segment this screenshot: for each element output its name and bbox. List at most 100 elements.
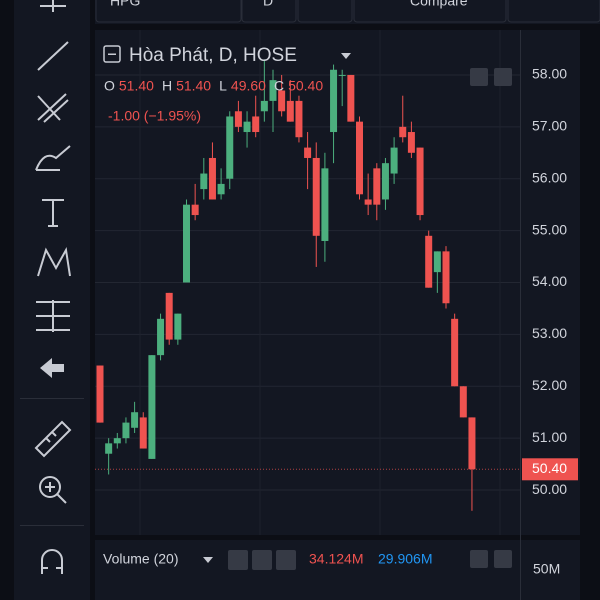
candle-body	[312, 157, 320, 236]
candle-body	[468, 417, 476, 470]
interval-button[interactable]	[241, 0, 297, 23]
candle-body	[226, 116, 234, 179]
more-button[interactable]	[507, 0, 600, 23]
candle-body	[260, 100, 268, 112]
candle-body	[304, 147, 312, 158]
drawing-tools[interactable]	[20, 0, 84, 574]
y-tick-label: 52.00	[532, 377, 567, 393]
candle-body	[330, 69, 338, 133]
candle-body	[217, 183, 225, 195]
candle-body	[131, 412, 139, 428]
zoom-icon-plus	[45, 482, 67, 504]
candle-body	[407, 132, 415, 153]
candle-body	[286, 100, 294, 122]
candle-body	[433, 251, 441, 273]
candle-body	[208, 157, 216, 200]
text-icon[interactable]	[42, 199, 64, 227]
candle-body	[165, 292, 173, 340]
candle-body	[139, 417, 147, 449]
candle-body	[200, 173, 208, 190]
collapse-button[interactable]	[103, 45, 121, 63]
candle-body	[399, 126, 407, 138]
candle-body	[122, 422, 130, 439]
scroll-button[interactable]	[494, 550, 512, 568]
candle-body	[373, 168, 381, 205]
candle-body	[442, 251, 450, 304]
interval: D	[263, 0, 273, 9]
candle-body	[191, 204, 199, 216]
prediction-icon[interactable]	[36, 300, 70, 332]
candle-body	[183, 204, 190, 283]
ohlc-label: C	[274, 78, 284, 94]
volume-average: 29.906M	[378, 551, 432, 567]
separator	[20, 398, 84, 399]
candle-body	[459, 386, 467, 418]
y-tick-label: 56.00	[532, 169, 567, 185]
separator	[20, 525, 84, 526]
ruler-icon[interactable]	[34, 420, 72, 458]
candle-body	[148, 355, 156, 459]
candle-body	[243, 121, 251, 133]
dropdown-icon[interactable]	[341, 53, 351, 59]
candle-body	[381, 163, 389, 200]
y-tick-label: 57.00	[532, 118, 567, 134]
close-button[interactable]	[276, 550, 296, 570]
fib-icon[interactable]	[37, 93, 69, 123]
candle-body	[425, 235, 433, 288]
candle-body	[356, 121, 363, 195]
candle-body	[416, 147, 424, 216]
volume-tick-label: 50M	[533, 561, 560, 577]
symbol-button[interactable]	[95, 0, 242, 23]
candle-body	[338, 74, 346, 76]
ohlc-legend: O 51.40 H 51.40 L 49.60 C 50.40	[104, 78, 323, 94]
ohlc-value: 51.40	[119, 78, 154, 94]
collapse-icon	[108, 53, 116, 55]
volume-pane	[95, 540, 580, 600]
candle-body	[295, 100, 303, 138]
back-icon[interactable]	[40, 358, 64, 378]
candle-body	[234, 111, 242, 127]
candles: 50.40	[95, 59, 578, 511]
ohlc-label: H	[162, 78, 172, 94]
candle-body	[451, 318, 459, 387]
visibility-button[interactable]	[228, 550, 248, 570]
ohlc-value: 49.60	[231, 78, 266, 94]
line-icon[interactable]	[37, 41, 69, 71]
compare: Compare	[410, 0, 468, 9]
volume-value: 34.124M	[309, 551, 363, 567]
ohlc-value: 51.40	[176, 78, 211, 94]
magnet-icon[interactable]	[41, 549, 63, 574]
last-price-tag	[522, 458, 578, 481]
scroll-button[interactable]	[470, 68, 488, 86]
last-price-label: 50.40	[532, 460, 567, 476]
y-tick-label: 53.00	[532, 325, 567, 341]
candle-body	[105, 443, 113, 454]
candle-body	[278, 90, 286, 112]
candle-body	[174, 313, 182, 340]
y-tick-label: 50.00	[532, 481, 567, 497]
brush-icon[interactable]	[35, 145, 71, 171]
compare-button[interactable]	[353, 0, 507, 23]
candle-body	[347, 74, 355, 122]
scroll-button[interactable]	[494, 68, 512, 86]
dropdown-icon[interactable]	[203, 557, 213, 563]
scroll-button[interactable]	[470, 550, 488, 568]
indicator-button[interactable]	[297, 0, 353, 23]
candle-body	[321, 168, 329, 241]
settings-button[interactable]	[252, 550, 272, 570]
y-tick-label: 51.00	[532, 429, 567, 445]
candle-body	[252, 116, 260, 133]
zoom-icon[interactable]	[39, 476, 61, 498]
candle-body	[96, 365, 104, 423]
crosshair-icon[interactable]	[40, 0, 66, 12]
pattern-icon[interactable]	[37, 246, 71, 277]
y-tick-label: 54.00	[532, 273, 567, 289]
ohlc-label: L	[219, 78, 227, 94]
change: -1.00 (−1.95%)	[108, 108, 201, 124]
y-tick-label: 55.00	[532, 221, 567, 237]
ohlc-label: O	[104, 78, 115, 94]
volume-title: Volume (20)	[103, 551, 178, 567]
candle-body	[113, 438, 121, 444]
y-tick-label: 58.00	[532, 66, 567, 82]
